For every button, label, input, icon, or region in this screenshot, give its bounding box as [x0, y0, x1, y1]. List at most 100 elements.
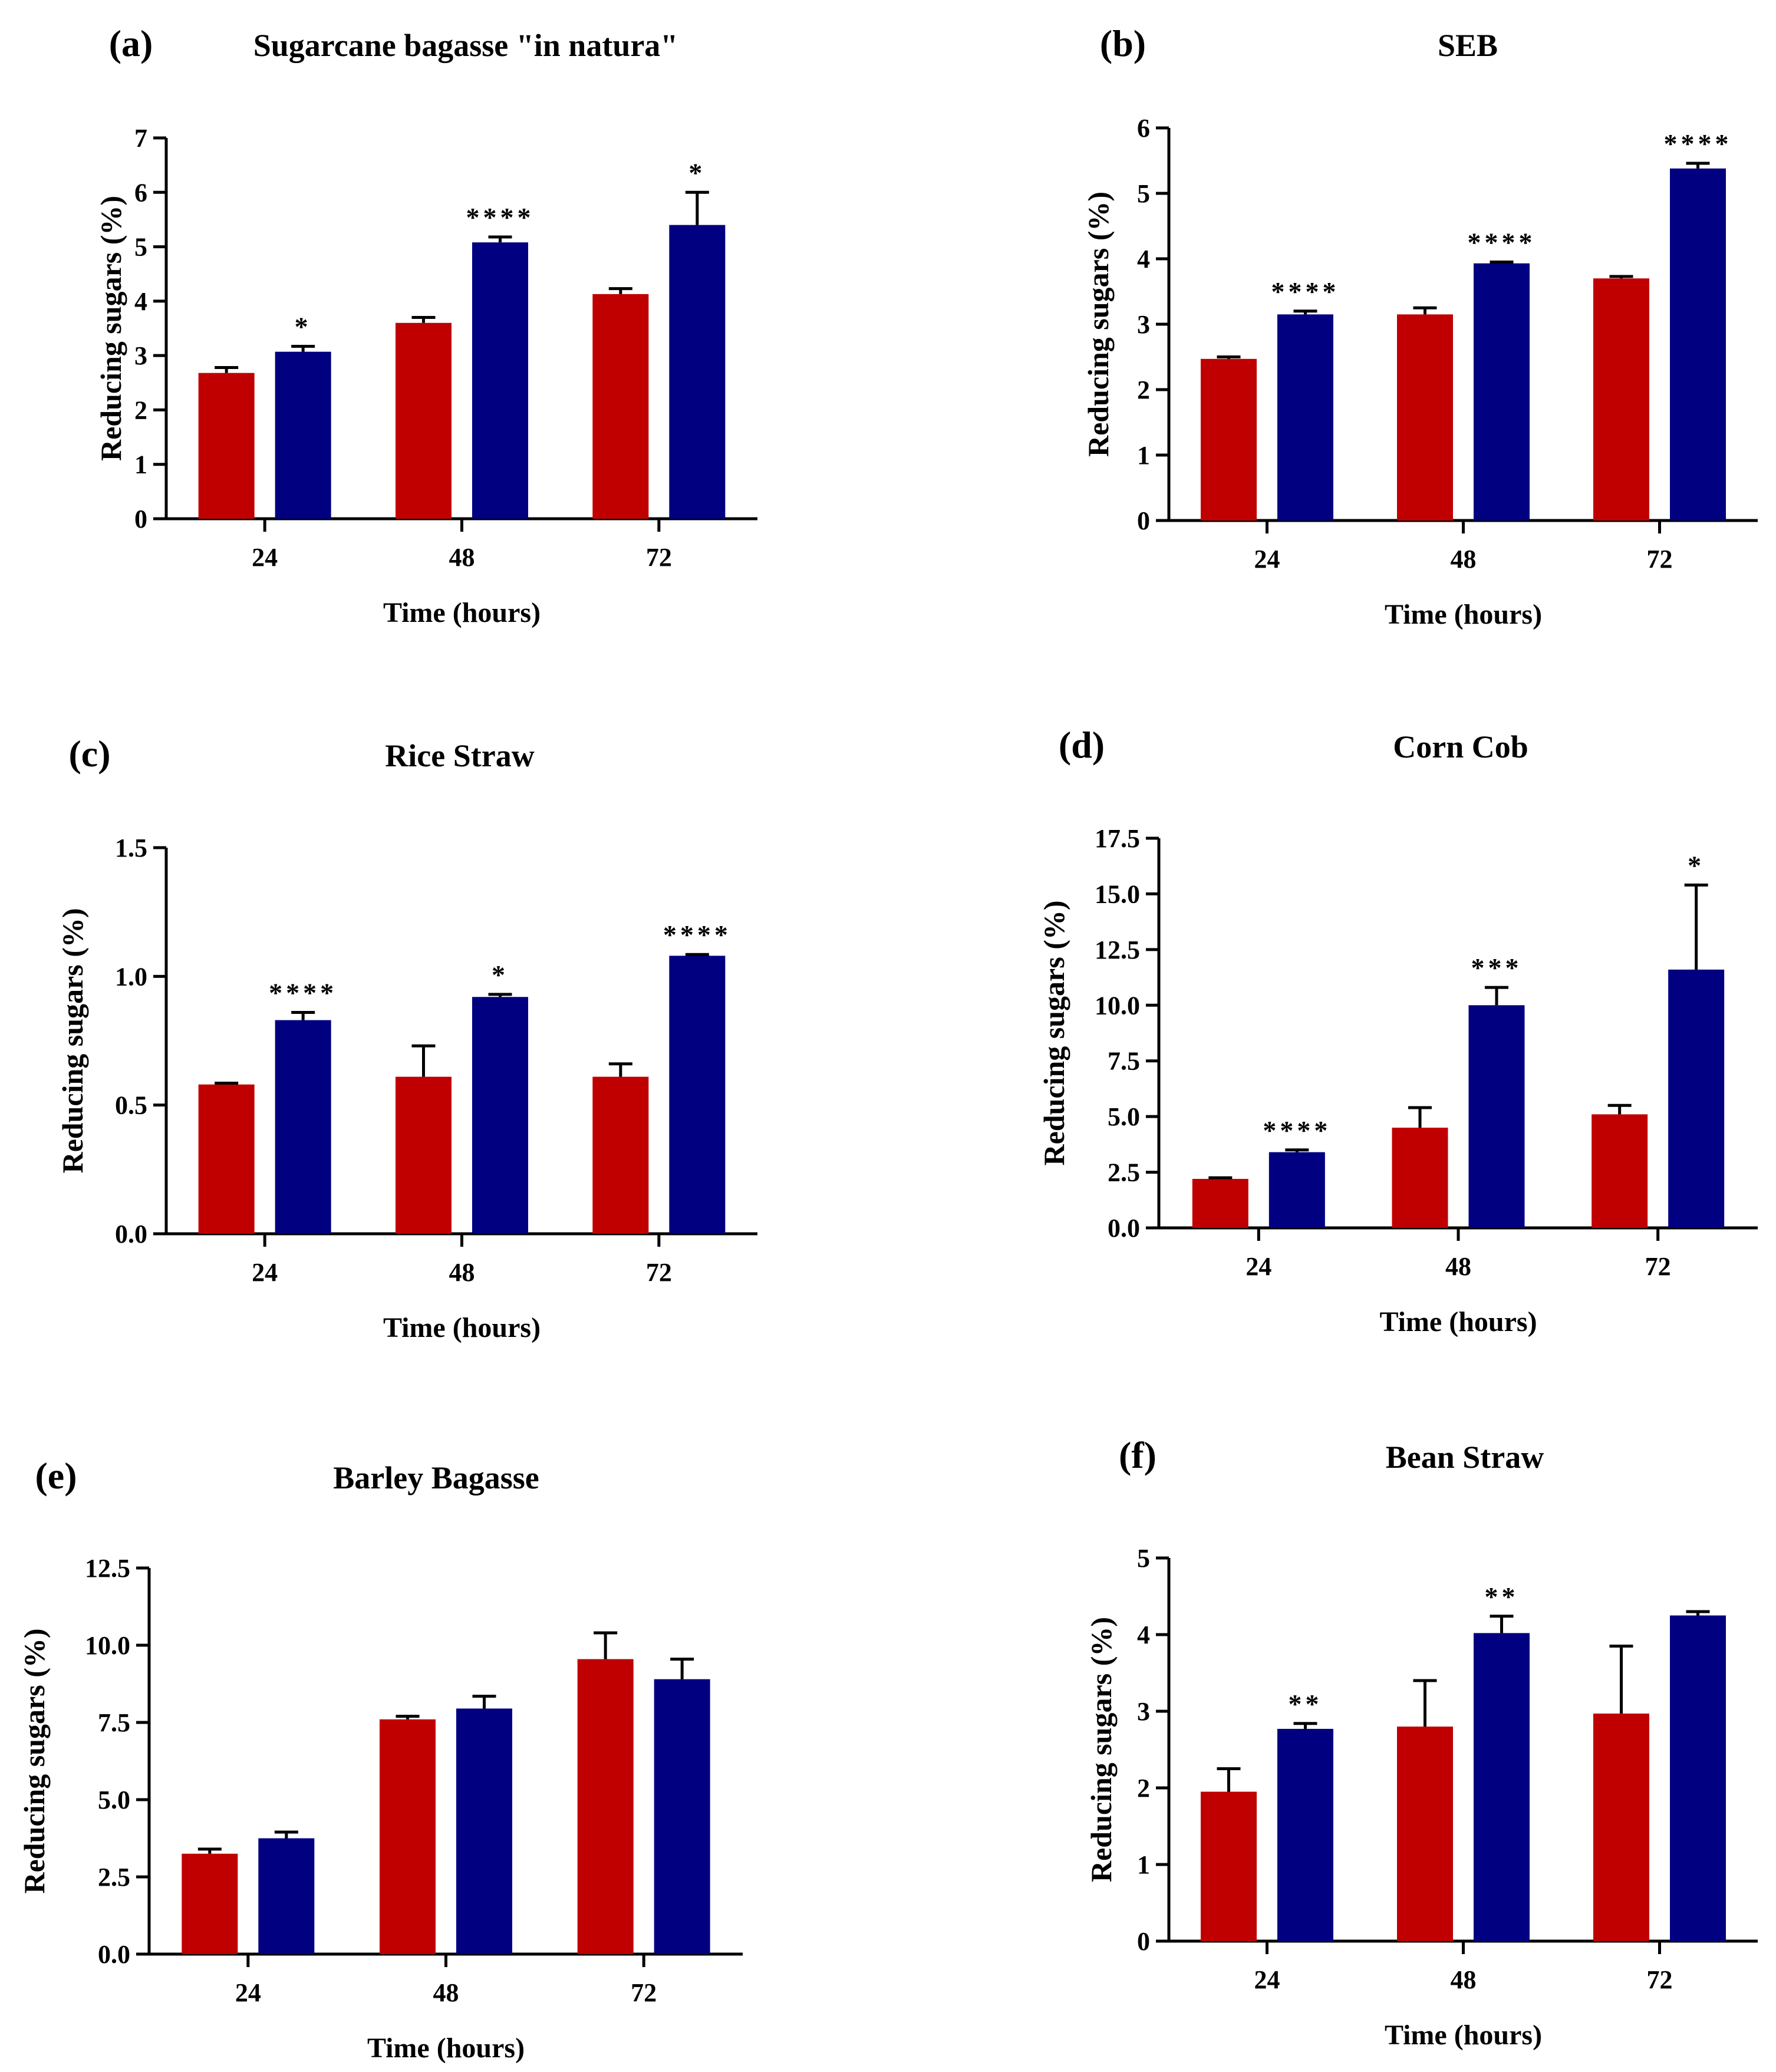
y-tick-label: 0.0 [115, 1220, 147, 1249]
bar-blue [1670, 168, 1726, 521]
y-axis-label: Reducing sugars (%) [1082, 192, 1115, 457]
bar-blue [1277, 314, 1333, 521]
y-tick-label: 2 [134, 396, 147, 424]
panel-4: (d) Corn Cob 0.0 2.5 5.0 7.5 10.0 12.5 15.0 17.5 R… [1037, 724, 1758, 1338]
y-tick-label: 5.0 [1108, 1102, 1140, 1131]
panel-label: (e) [35, 1455, 77, 1497]
y-axis-label: Reducing sugars (%) [94, 196, 127, 461]
y-axis-label: Reducing sugars (%) [18, 1628, 51, 1893]
panel-1: (a) Sugarcane bagasse "in natura" 0 1 2 3 4 5 6 7… [94, 22, 757, 628]
bar-blue [1268, 1152, 1325, 1228]
significance-marker: **** [663, 920, 732, 950]
bar-red [1397, 1727, 1453, 1941]
significance-marker: **** [1263, 1115, 1331, 1145]
bar-blue [1277, 1728, 1333, 1941]
x-axis-label: Time (hours) [367, 2033, 525, 2064]
bar-red [396, 1076, 452, 1234]
significance-marker: **** [466, 202, 535, 232]
x-axis-label: Time (hours) [1385, 599, 1542, 630]
x-tick-label: 24 [1254, 1965, 1280, 1994]
y-tick-label: 2 [1137, 375, 1150, 404]
y-tick-label: 7.5 [98, 1708, 130, 1737]
y-tick-label: 1 [1137, 1850, 1150, 1879]
x-tick-label: 24 [1245, 1252, 1271, 1281]
y-tick-label: 5 [1137, 1544, 1150, 1573]
y-tick-label: 7.5 [1108, 1047, 1140, 1076]
bar-red [577, 1659, 634, 1954]
x-tick-label: 72 [646, 543, 672, 572]
y-tick-label: 5.0 [98, 1786, 130, 1814]
y-tick-label: 0 [1137, 506, 1150, 535]
significance-marker: * [295, 311, 312, 341]
bar-red [1201, 1791, 1257, 1941]
y-tick-label: 1.0 [115, 962, 147, 991]
panel-5: (e) Barley Bagasse 0.0 2.5 5.0 7.5 10.0 12.5 Red… [18, 1455, 743, 2064]
significance-marker: ** [1485, 1582, 1519, 1612]
bar-blue [654, 1679, 710, 1954]
panel-2: (b) SEB 0 1 2 3 4 5 6 Reducing sugars (%) Time (ho… [1082, 22, 1758, 630]
x-tick-label: 72 [646, 1258, 672, 1287]
y-tick-label: 5 [1137, 179, 1150, 208]
bar-red [396, 322, 452, 519]
significance-marker: **** [1664, 129, 1732, 159]
significance-marker: * [688, 157, 706, 187]
y-tick-label: 10.0 [1095, 991, 1140, 1020]
chart-title: SEB [1438, 28, 1498, 63]
y-tick-label: 0.0 [1108, 1214, 1140, 1243]
y-tick-label: 0 [1137, 1927, 1150, 1956]
x-tick-label: 24 [252, 1258, 278, 1287]
y-tick-label: 1 [134, 450, 147, 479]
panel-label: (f) [1119, 1434, 1156, 1476]
y-tick-label: 12.5 [85, 1554, 130, 1583]
y-tick-label: 4 [134, 287, 147, 316]
y-axis-label: Reducing sugars (%) [56, 908, 89, 1173]
y-tick-label: 3 [134, 341, 147, 370]
bar-blue [1474, 263, 1530, 521]
x-tick-label: 72 [631, 1978, 657, 2007]
bar-red [1397, 314, 1453, 521]
bar-blue [669, 225, 726, 519]
y-tick-label: 1.5 [115, 834, 147, 862]
x-tick-label: 72 [1647, 545, 1673, 574]
bar-blue [1668, 969, 1725, 1228]
panel-3: (c) Rice Straw 0.0 0.5 1.0 1.5 Reducing sugars… [56, 733, 757, 1343]
panel-label: (a) [109, 22, 153, 64]
bar-blue [472, 997, 528, 1234]
bar-red [1192, 1178, 1248, 1228]
panel-label: (d) [1059, 724, 1105, 766]
x-tick-label: 24 [1254, 545, 1280, 574]
y-tick-label: 7 [134, 124, 147, 153]
x-axis-label: Time (hours) [383, 1312, 541, 1343]
chart-title: Barley Bagasse [333, 1460, 539, 1495]
y-tick-label: 15.0 [1095, 879, 1140, 908]
significance-marker: ** [1289, 1689, 1323, 1719]
bar-red [182, 1853, 238, 1954]
bar-blue [1474, 1633, 1530, 1941]
chart-title: Sugarcane bagasse "in natura" [253, 28, 678, 63]
y-tick-label: 1 [1137, 441, 1150, 470]
bar-red [198, 373, 255, 519]
significance-marker: *** [1471, 953, 1523, 983]
x-tick-label: 48 [449, 1258, 475, 1287]
x-tick-label: 24 [235, 1978, 261, 2007]
x-tick-label: 24 [252, 543, 278, 572]
y-tick-label: 0.5 [115, 1091, 147, 1120]
x-tick-label: 48 [1451, 1965, 1477, 1994]
y-tick-label: 2.5 [98, 1863, 130, 1892]
bar-red [592, 1076, 649, 1234]
y-tick-label: 10.0 [85, 1631, 130, 1660]
bar-red [1593, 278, 1649, 521]
x-axis-label: Time (hours) [383, 597, 541, 628]
y-tick-label: 3 [1137, 1697, 1150, 1726]
x-tick-label: 48 [433, 1978, 459, 2007]
y-tick-label: 0 [134, 505, 147, 533]
significance-marker: **** [269, 977, 337, 1007]
panel-label: (b) [1100, 22, 1146, 64]
bar-red [1592, 1114, 1648, 1228]
chart-title: Corn Cob [1393, 729, 1528, 765]
bar-blue [1670, 1615, 1726, 1941]
x-tick-label: 72 [1647, 1965, 1673, 1994]
significance-marker: **** [1271, 276, 1340, 307]
bar-red [592, 294, 649, 519]
bar-blue [258, 1838, 315, 1954]
